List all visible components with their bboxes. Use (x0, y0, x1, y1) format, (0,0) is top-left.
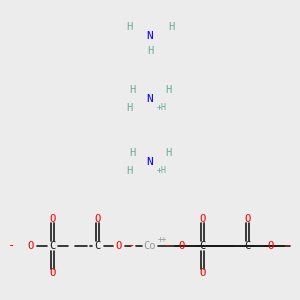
Text: C: C (200, 241, 206, 251)
Text: N: N (147, 94, 153, 104)
Text: O: O (27, 241, 33, 251)
Text: N: N (147, 157, 153, 167)
Text: O: O (200, 214, 206, 224)
Text: H: H (126, 103, 132, 113)
Text: H: H (168, 22, 174, 32)
Text: -: - (128, 239, 136, 253)
Text: O: O (94, 214, 100, 224)
Text: C: C (244, 241, 250, 251)
Text: O: O (244, 214, 250, 224)
Text: C: C (94, 241, 100, 251)
Text: -: - (284, 239, 292, 253)
Text: O: O (116, 241, 122, 251)
Text: -: - (8, 239, 16, 253)
Text: O: O (200, 268, 206, 278)
Text: H: H (126, 22, 132, 32)
Text: H: H (129, 85, 135, 95)
Text: H: H (129, 148, 135, 158)
Text: ++: ++ (158, 236, 167, 244)
Text: +H: +H (157, 167, 167, 176)
Text: Co: Co (144, 241, 156, 251)
Text: O: O (50, 268, 56, 278)
Text: H: H (126, 166, 132, 176)
Text: H: H (165, 148, 171, 158)
Text: H: H (147, 46, 153, 56)
Text: O: O (267, 241, 273, 251)
Text: O: O (50, 214, 56, 224)
Text: +H: +H (157, 103, 167, 112)
Text: N: N (147, 31, 153, 41)
Text: O: O (178, 241, 184, 251)
Text: C: C (50, 241, 56, 251)
Text: -: - (164, 239, 172, 253)
Text: H: H (165, 85, 171, 95)
